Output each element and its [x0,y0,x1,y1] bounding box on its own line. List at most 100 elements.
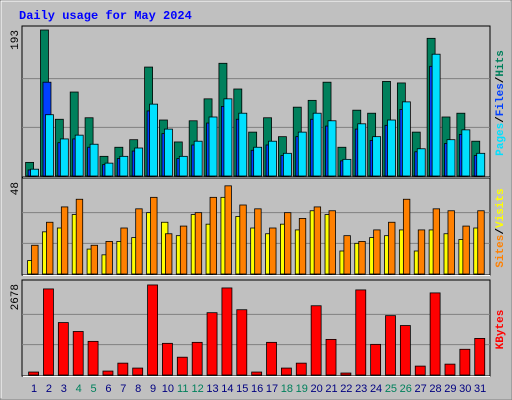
legend-separator: / [495,116,507,123]
bar [178,155,188,177]
x-tick-label: 26 [400,383,412,395]
bar [357,123,367,177]
bar [176,356,188,376]
bar [387,119,396,177]
bar [31,244,39,275]
bar [46,221,54,275]
bar [194,212,203,275]
bar [253,146,263,177]
bar [43,288,54,376]
y-tick-label: 193 [10,30,22,50]
x-tick-label: 15 [236,383,248,395]
bar [447,210,455,275]
legend: KBytes [495,310,507,350]
bar [238,112,248,177]
x-tick-label: 3 [61,383,67,395]
x-tick-label: 9 [150,383,156,395]
legend-entry: Pages [495,123,507,156]
bar [224,185,232,275]
plot-area [21,279,491,377]
x-tick-label: 31 [474,383,486,395]
x-tick-label: 23 [355,383,367,395]
bar [431,53,441,177]
x-tick-label: 14 [221,383,233,395]
bar [59,138,69,177]
legend-entry: KBytes [495,310,507,350]
bar [328,210,336,275]
legend-entry: Files [495,83,507,116]
bar [206,312,218,376]
bar [385,315,396,376]
bar [75,198,84,275]
bar [236,309,248,376]
bar [414,365,426,376]
bar [462,225,470,275]
x-tick-label: 16 [251,383,263,395]
bar [295,362,307,376]
legend-separator: / [495,228,507,235]
bar [298,218,307,275]
bar [444,363,456,376]
bar [297,131,307,177]
bar [284,212,292,275]
bar [164,128,173,177]
x-tick-label: 20 [310,383,322,395]
bar [401,101,411,177]
x-tick-label: 28 [429,383,441,395]
x-tick-label: 7 [120,383,126,395]
legend-separator: / [495,76,507,83]
bar [269,227,277,275]
bar [223,98,233,177]
bar [104,162,114,177]
x-tick-label: 21 [325,383,337,395]
x-tick-label: 8 [135,383,141,395]
bar [208,116,218,177]
bar [459,348,471,376]
x-tick-label: 10 [162,383,174,395]
y-tick-label: 2678 [10,284,22,310]
bar [268,140,277,177]
bar [135,208,143,275]
bar [191,341,203,376]
bar [477,210,485,275]
bar [162,342,173,376]
bar [266,341,277,376]
x-tick-label: 2 [46,383,52,395]
x-tick-label: 6 [105,383,111,395]
bar [132,367,144,376]
bar [416,148,426,177]
bar [310,305,322,376]
bar [372,136,382,177]
bar [149,103,158,177]
bar [312,112,322,177]
bar [119,155,129,177]
bar [370,343,382,376]
bar [342,158,352,177]
x-tick-label: 24 [370,383,382,395]
bar [340,372,352,376]
legend-entry: Hits [495,50,507,76]
x-tick-label: 5 [90,383,96,395]
legend: Pages/Files/Hits [495,50,507,156]
bar [179,225,188,275]
bar [209,196,217,275]
bar [74,134,84,177]
bar [90,244,98,275]
legend-entry: Visits [495,188,507,228]
bar [251,371,263,376]
x-tick-label: 19 [296,383,308,395]
bar [134,147,144,177]
bar [474,338,486,376]
x-tick-label: 22 [340,383,352,395]
bar [327,120,337,177]
bar [355,289,367,376]
bar [429,292,441,376]
bar [87,340,99,376]
bar [45,114,54,177]
bar [165,233,173,275]
bar [343,235,351,275]
bar [30,168,40,177]
bar [325,338,337,376]
bar [254,208,262,275]
bar [239,204,247,275]
